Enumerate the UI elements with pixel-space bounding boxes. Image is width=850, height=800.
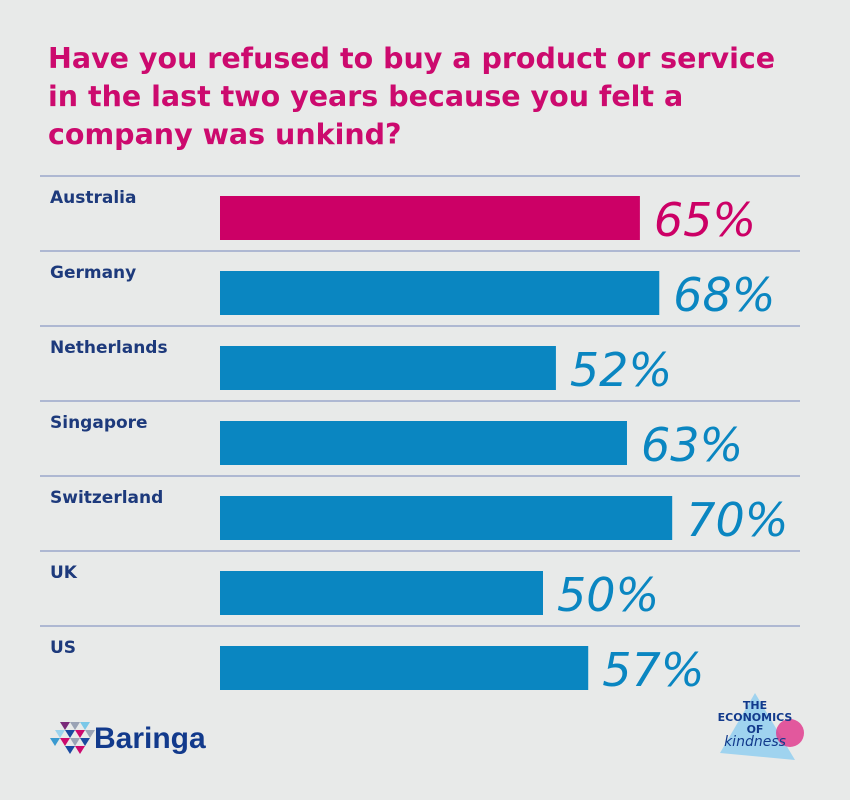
bar [220, 346, 556, 390]
chart-title: Have you refused to buy a product or ser… [48, 42, 776, 151]
bar [220, 421, 627, 465]
value-label: 70% [686, 493, 788, 547]
value-label: 63% [641, 418, 743, 472]
bar [220, 646, 589, 690]
bar [220, 196, 640, 240]
category-label: Australia [50, 188, 137, 208]
value-label: 50% [557, 568, 659, 622]
category-label: Switzerland [50, 488, 163, 508]
category-label: UK [50, 563, 78, 583]
category-label: Germany [50, 263, 136, 283]
bar [220, 271, 660, 315]
bar [220, 496, 673, 540]
value-label: 68% [673, 268, 775, 322]
baringa-logo: Baringa [94, 722, 206, 755]
category-label: Singapore [50, 413, 148, 433]
economics-of-kindness-logo: THE ECONOMICS OF kindness [700, 688, 810, 768]
value-label: 65% [654, 193, 756, 247]
bar [220, 571, 543, 615]
value-label: 52% [570, 343, 672, 397]
category-label: Netherlands [50, 338, 168, 358]
category-label: US [50, 638, 76, 658]
value-label: 57% [602, 643, 704, 697]
